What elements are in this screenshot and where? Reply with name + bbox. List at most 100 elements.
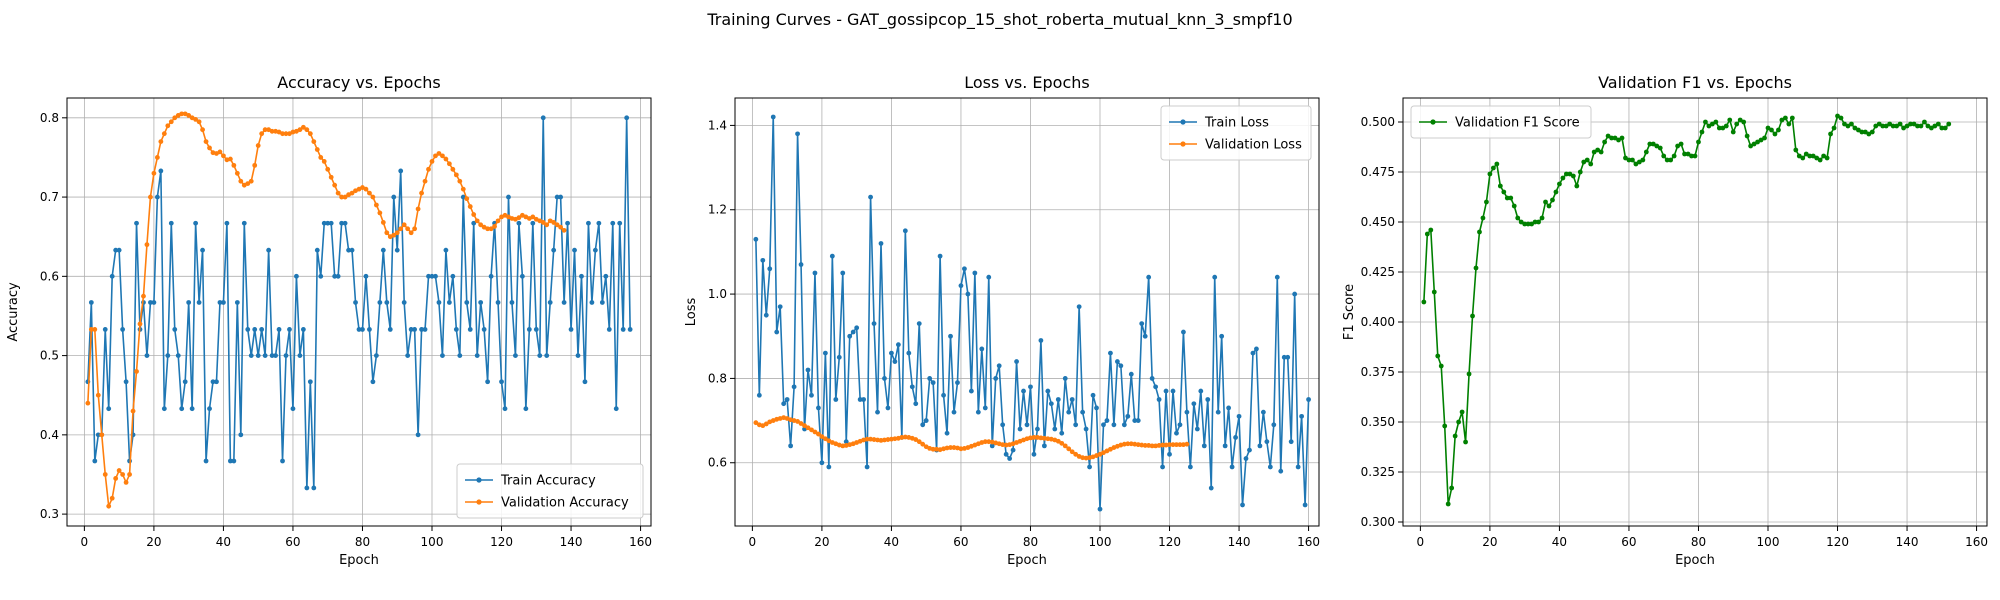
data-point: [1028, 435, 1033, 441]
data-point: [892, 359, 898, 364]
data-point: [165, 353, 171, 358]
data-point: [989, 443, 995, 449]
data-point: [363, 186, 369, 192]
data-point: [1250, 350, 1256, 356]
data-point: [1782, 115, 1788, 121]
data-point: [224, 220, 230, 226]
data-point: [1484, 199, 1489, 205]
series-line: [755, 116, 1310, 510]
data-point: [415, 206, 421, 212]
data-point: [1038, 338, 1044, 343]
data-point: [158, 168, 164, 174]
data-point: [941, 392, 946, 398]
data-point: [1741, 119, 1747, 125]
data-point: [346, 247, 351, 253]
data-point: [1633, 161, 1639, 167]
x-tick-label: 120: [1826, 535, 1849, 549]
data-point: [1215, 409, 1221, 415]
data-point: [154, 194, 160, 200]
data-point: [280, 131, 285, 137]
figure-suptitle: Training Curves - GAT_gossipcop_15_shot_…: [706, 10, 1292, 30]
data-point: [774, 329, 780, 335]
data-point: [141, 293, 146, 299]
x-tick-label: 60: [285, 535, 300, 549]
data-point: [1233, 435, 1238, 440]
x-tick-label: 80: [1691, 535, 1706, 549]
data-point: [1598, 149, 1604, 155]
data-point: [816, 405, 821, 411]
data-point: [948, 445, 953, 450]
data-point: [1591, 149, 1597, 155]
data-point: [502, 406, 508, 412]
data-point: [478, 222, 484, 228]
data-point: [1243, 456, 1249, 461]
data-point: [1066, 446, 1072, 452]
x-tick-label: 20: [1482, 535, 1497, 549]
data-point: [1769, 127, 1774, 133]
data-point: [568, 327, 574, 332]
data-point: [203, 139, 209, 144]
legend: Train Accuracy Validation Accuracy: [456, 463, 644, 519]
data-point: [1445, 501, 1451, 507]
data-point: [1852, 125, 1858, 131]
data-point: [1650, 141, 1656, 147]
data-point: [1073, 451, 1079, 457]
data-point: [1000, 442, 1006, 448]
y-tick-label: 0.425: [1361, 265, 1395, 279]
data-point: [1657, 145, 1663, 151]
data-point: [394, 230, 400, 236]
x-axis-label: Epoch: [1007, 553, 1047, 568]
data-point: [377, 210, 383, 216]
data-point: [1121, 422, 1127, 428]
data-point: [203, 458, 209, 464]
data-point: [875, 437, 880, 443]
data-point: [1194, 426, 1200, 432]
data-point: [384, 230, 390, 236]
data-point: [1518, 219, 1524, 225]
data-point: [217, 149, 223, 155]
data-point: [1703, 119, 1708, 125]
x-tick-label: 120: [490, 535, 513, 549]
data-point: [1737, 117, 1743, 123]
data-point: [1814, 155, 1820, 161]
data-point: [1108, 350, 1113, 356]
data-point: [868, 194, 873, 200]
data-point: [1539, 215, 1545, 221]
data-point: [1240, 502, 1245, 508]
x-axis-label: Epoch: [1675, 553, 1715, 568]
data-point: [889, 350, 894, 356]
data-point: [1041, 443, 1047, 449]
data-point: [882, 437, 887, 443]
y-tick-label: 0.350: [1361, 415, 1395, 429]
data-point: [294, 273, 299, 279]
data-point: [1035, 435, 1040, 440]
data-point: [1139, 442, 1145, 448]
data-point: [958, 283, 964, 289]
data-point: [200, 127, 205, 133]
y-tick-label: 1.0: [708, 287, 727, 301]
data-point: [1828, 131, 1833, 137]
data-point: [916, 439, 922, 445]
data-point: [325, 220, 331, 226]
data-point: [1807, 153, 1813, 159]
data-point: [161, 406, 167, 412]
x-tick-label: 160: [1297, 535, 1320, 549]
data-point: [405, 353, 411, 358]
data-point: [1059, 430, 1065, 436]
data-point: [1222, 443, 1228, 449]
legend: Train Loss Validation Loss: [1160, 105, 1312, 161]
data-point: [311, 485, 317, 491]
data-point: [1435, 353, 1441, 359]
x-tick-label: 100: [1757, 535, 1780, 549]
data-point: [1675, 143, 1681, 149]
data-point: [217, 300, 223, 305]
data-point: [429, 159, 435, 164]
data-point: [1083, 426, 1089, 432]
data-point: [826, 464, 832, 470]
data-point: [878, 438, 884, 443]
data-point: [252, 327, 258, 332]
data-point: [1602, 139, 1608, 145]
y-tick-label: 0.325: [1361, 465, 1395, 479]
data-point: [440, 353, 445, 358]
